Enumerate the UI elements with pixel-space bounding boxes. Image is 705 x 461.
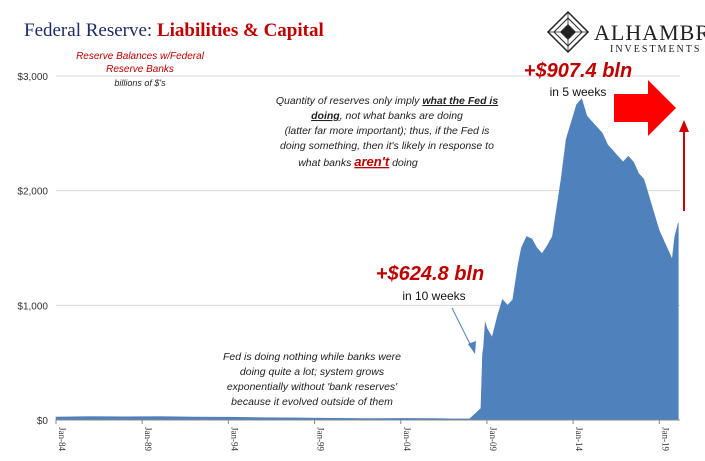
y-tick-label: $1,000 <box>17 301 48 312</box>
note-top-3: doing <box>311 110 340 122</box>
annotation-bottom-note: Fed is doing nothing while banks were do… <box>223 351 401 408</box>
chart-title: Federal Reserve: Liabilities & Capital <box>24 20 324 41</box>
annotation-top-note: Quantity of reserves only imply what the… <box>276 95 498 169</box>
x-tick-label: Jan-84 <box>57 427 67 451</box>
x-tick-label: Jan-94 <box>229 427 239 451</box>
svg-text:doing, not what banks are doin: doing, not what banks are doing <box>311 110 463 122</box>
note-top-9: doing <box>389 157 418 169</box>
note-top-6: doing something, then it's likely in res… <box>280 140 494 152</box>
reserve-balances-area <box>55 98 679 421</box>
alhambra-logo-mark <box>546 10 590 54</box>
pointer-arrow-icon <box>451 307 476 354</box>
series-label-line1: Reserve Balances w/Federal <box>76 51 205 62</box>
callout-624-period: in 10 weeks <box>402 289 465 303</box>
y-tick-label: $0 <box>37 416 49 427</box>
y-axis-ticks: $0 $1,000 $2,000 $3,000 <box>17 72 48 427</box>
x-tick-label: Jan-19 <box>660 427 670 451</box>
chart-title-part1: Federal Reserve: <box>24 20 157 41</box>
note-top-2: what the Fed is <box>422 95 498 107</box>
callout-907-period: in 5 weeks <box>550 85 607 99</box>
red-block-arrow-icon <box>614 80 676 136</box>
note-top-1: Quantity of reserves only imply <box>276 95 422 107</box>
y-tick-label: $2,000 <box>17 187 48 198</box>
x-tick-label: Jan-14 <box>574 427 584 451</box>
svg-text:Quantity of reserves only impl: Quantity of reserves only imply what the… <box>276 95 498 107</box>
logo-sub: INVESTMENTS <box>610 44 701 55</box>
unit-label: billions of $'s <box>114 78 166 88</box>
note-bottom-1: Fed is doing nothing while banks were <box>223 351 401 363</box>
callout-624-value: +$624.8 bln <box>376 263 484 285</box>
callout-907-value: +$907.4 bln <box>524 60 632 82</box>
note-top-8: aren't <box>354 154 390 169</box>
x-axis-ticks: Jan-84 Jan-89 Jan-94 Jan-99 Jan-04 Jan-09 Jan-… <box>55 420 670 451</box>
x-tick-label: Jan-89 <box>143 427 153 451</box>
note-bottom-4: because it evolved outside of them <box>231 396 393 408</box>
y-tick-label: $3,000 <box>17 72 48 83</box>
chart-title-part2: Liabilities & Capital <box>157 20 324 41</box>
series-label-line2: Reserve Banks <box>106 64 174 75</box>
red-up-arrow-icon <box>679 120 689 211</box>
x-tick-label: Jan-04 <box>402 427 412 451</box>
note-top-4: , not what banks are doing <box>340 110 463 122</box>
note-bottom-2: doing quite a lot; system grows <box>240 366 385 378</box>
logo-name: ALHAMBRA <box>594 20 705 45</box>
svg-text:what banks aren't doing: what banks aren't doing <box>298 154 418 169</box>
note-bottom-3: exponentially without 'bank reserves' <box>227 381 398 393</box>
x-tick-label: Jan-99 <box>316 427 326 451</box>
note-top-5: (latter far more important); thus, if th… <box>285 125 491 137</box>
note-top-7: what banks <box>298 157 354 169</box>
alhambra-logo: ALHAMBRA INVESTMENTS <box>546 10 705 55</box>
x-tick-label: Jan-09 <box>488 427 498 451</box>
